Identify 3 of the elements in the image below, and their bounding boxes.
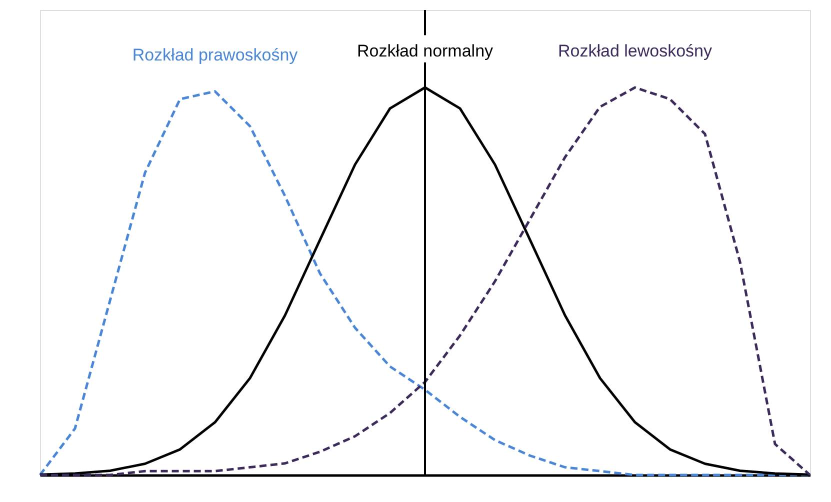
text: Rozkład lewoskośny [558,41,713,60]
text: Rozkład prawoskośny [132,46,298,65]
legend-label: Rozkład normalny [356,41,494,60]
